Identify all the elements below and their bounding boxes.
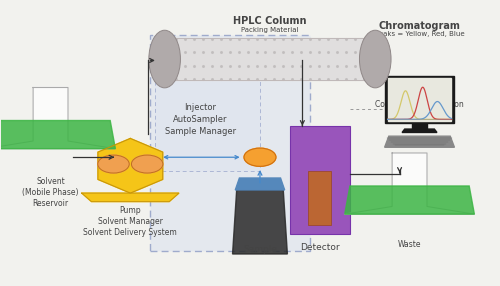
Polygon shape: [232, 190, 287, 254]
Text: Pump
Solvent Manager
Solvent Delivery System: Pump Solvent Manager Solvent Delivery Sy…: [84, 206, 177, 237]
FancyBboxPatch shape: [150, 35, 310, 251]
Ellipse shape: [149, 30, 180, 88]
FancyBboxPatch shape: [156, 78, 260, 172]
Text: Computer Data Station: Computer Data Station: [375, 100, 464, 109]
Text: Solvent
(Mobile Phase)
Reservoir: Solvent (Mobile Phase) Reservoir: [22, 177, 79, 208]
FancyBboxPatch shape: [290, 126, 350, 234]
Polygon shape: [412, 123, 427, 129]
Text: Chromatogram: Chromatogram: [378, 21, 460, 31]
Text: Packing Material: Packing Material: [241, 27, 298, 33]
Polygon shape: [98, 138, 162, 193]
Polygon shape: [82, 193, 179, 202]
Circle shape: [132, 155, 163, 173]
Bar: [308, 171, 331, 225]
Text: Waste: Waste: [398, 240, 421, 249]
Polygon shape: [0, 88, 116, 149]
Circle shape: [244, 148, 276, 166]
Text: Sample: Sample: [243, 245, 277, 255]
Text: HPLC Column: HPLC Column: [233, 16, 306, 26]
Polygon shape: [388, 78, 452, 121]
Polygon shape: [236, 178, 284, 190]
Polygon shape: [344, 186, 474, 214]
Polygon shape: [402, 129, 437, 132]
Ellipse shape: [360, 30, 391, 88]
Polygon shape: [384, 76, 454, 123]
Text: Injector
AutoSampler
Sample Manager: Injector AutoSampler Sample Manager: [164, 103, 236, 136]
Polygon shape: [164, 38, 376, 80]
Circle shape: [98, 155, 129, 173]
Polygon shape: [344, 153, 474, 214]
Text: Peaks = Yellow, Red, Blue: Peaks = Yellow, Red, Blue: [374, 31, 464, 37]
Polygon shape: [384, 136, 454, 147]
Text: Detector: Detector: [300, 243, 340, 252]
Polygon shape: [0, 120, 116, 149]
